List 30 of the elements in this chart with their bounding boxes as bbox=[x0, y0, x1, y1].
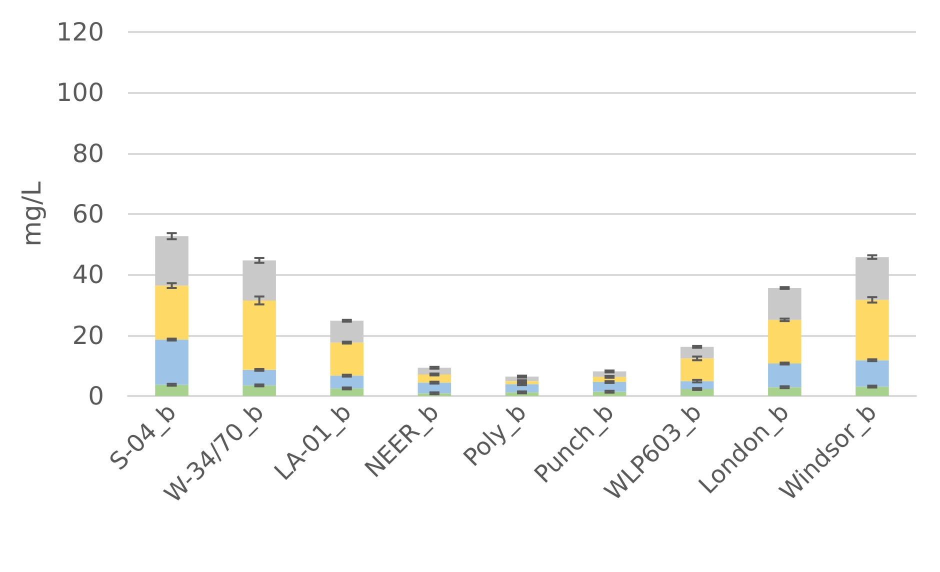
bar bbox=[768, 320, 802, 364]
y-tick-label: 60 bbox=[72, 200, 104, 228]
bar bbox=[242, 385, 276, 396]
y-tick-label: 120 bbox=[56, 18, 104, 46]
bar bbox=[155, 384, 188, 396]
bar bbox=[856, 386, 889, 396]
bar bbox=[242, 260, 276, 300]
bar bbox=[680, 358, 714, 382]
bar bbox=[155, 236, 188, 286]
bar bbox=[768, 364, 802, 388]
y-tick-label: 0 bbox=[88, 382, 104, 410]
bar bbox=[242, 370, 276, 386]
bar bbox=[330, 320, 364, 343]
y-tick-label: 80 bbox=[72, 138, 104, 168]
bar bbox=[856, 257, 889, 300]
bar bbox=[242, 300, 276, 370]
bar bbox=[680, 389, 714, 396]
bar bbox=[155, 286, 188, 340]
bar bbox=[856, 360, 889, 387]
bar bbox=[155, 340, 188, 385]
bar bbox=[330, 376, 364, 388]
bar bbox=[768, 288, 802, 320]
bar bbox=[330, 342, 364, 376]
bar bbox=[330, 388, 364, 396]
y-tick-label: 100 bbox=[56, 78, 104, 108]
bar bbox=[856, 300, 889, 360]
y-tick-label: 20 bbox=[72, 320, 104, 350]
y-axis-title: mg/L bbox=[17, 180, 48, 247]
bar bbox=[768, 387, 802, 396]
y-tick-label: 40 bbox=[72, 260, 104, 290]
